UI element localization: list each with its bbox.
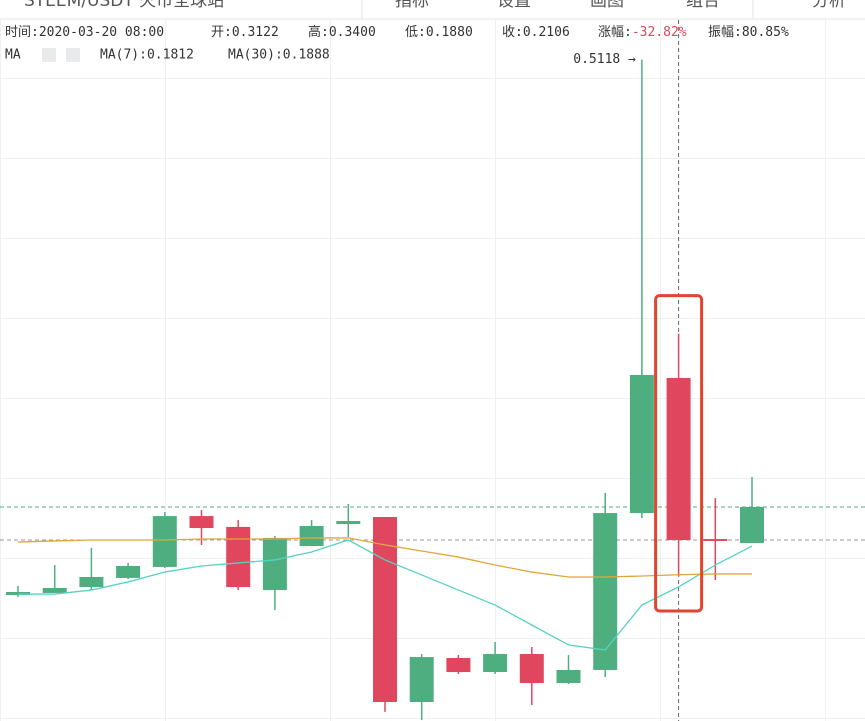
close-icon[interactable] bbox=[66, 48, 80, 62]
candle-body bbox=[373, 517, 397, 703]
legend-entry: MA(30):0.1888 bbox=[228, 48, 330, 63]
candle-body bbox=[116, 565, 141, 578]
info-value: 2020-03-20 08:00 bbox=[39, 25, 164, 40]
candle-body bbox=[519, 654, 544, 684]
toolbar-button[interactable]: 指标 bbox=[395, 0, 429, 11]
info-label: 涨幅: bbox=[598, 25, 632, 40]
highlight-box bbox=[654, 294, 704, 613]
legend-entry: MA(7):0.1812 bbox=[100, 48, 194, 63]
info-value: 0.2106 bbox=[523, 25, 570, 40]
toolbar-button[interactable]: 画图 bbox=[590, 0, 624, 11]
toolbar-button[interactable]: 组合 bbox=[686, 0, 720, 11]
symbol-title[interactable]: STEEM/USDT 火币全球站 bbox=[24, 0, 224, 11]
info-label: 低: bbox=[405, 25, 426, 40]
info-item: 涨幅:-32.82% bbox=[598, 25, 687, 40]
info-value: 0.3122 bbox=[232, 25, 279, 40]
candle-body bbox=[262, 537, 287, 591]
toolbar-button[interactable]: 分析 bbox=[812, 0, 846, 11]
info-item: 振幅:80.85% bbox=[708, 25, 789, 40]
indicator-name: MA bbox=[5, 48, 21, 63]
info-item: 高:0.3400 bbox=[308, 24, 376, 40]
info-label: 时间: bbox=[5, 25, 39, 40]
max-annotation: 0.5118 → bbox=[573, 52, 636, 67]
info-value: 80.85% bbox=[742, 25, 789, 40]
toolbar bbox=[0, 0, 865, 19]
info-item: 时间:2020-03-20 08:00 bbox=[5, 25, 164, 40]
info-bar: 时间:2020-03-20 08:00 开:0.3122 高:0.3400 低:0.1… bbox=[5, 24, 789, 40]
candle-body bbox=[629, 374, 654, 514]
candle-body bbox=[703, 539, 728, 541]
candle-body bbox=[299, 525, 324, 547]
candle-body bbox=[79, 576, 104, 588]
candle-body bbox=[226, 526, 251, 588]
ma-line bbox=[17, 537, 752, 578]
refresh-icon[interactable] bbox=[42, 48, 56, 62]
candle-body bbox=[42, 587, 67, 593]
candle-body bbox=[189, 516, 214, 529]
info-value: 0.1880 bbox=[426, 25, 473, 40]
candle-body bbox=[152, 516, 177, 567]
info-item: 开:0.3122 bbox=[211, 25, 279, 40]
ma-line bbox=[18, 539, 753, 651]
info-label: 收: bbox=[502, 25, 523, 40]
info-label: 振幅: bbox=[708, 25, 742, 40]
info-value: 0.3400 bbox=[329, 25, 376, 40]
candle-body bbox=[556, 669, 581, 684]
candle-body bbox=[336, 521, 361, 525]
candle-body bbox=[446, 658, 471, 673]
candle-body bbox=[593, 513, 618, 670]
info-label: 高: bbox=[308, 24, 329, 40]
candle-body bbox=[483, 654, 508, 673]
info-item: 低:0.1880 bbox=[405, 25, 473, 40]
candle-body bbox=[666, 377, 691, 540]
candle-body bbox=[740, 506, 764, 544]
candle-body bbox=[409, 657, 434, 703]
info-label: 开: bbox=[211, 25, 232, 40]
info-item: 收:0.2106 bbox=[502, 25, 570, 40]
info-value: -32.82% bbox=[632, 25, 687, 40]
toolbar-button[interactable]: 设置 bbox=[497, 0, 531, 11]
